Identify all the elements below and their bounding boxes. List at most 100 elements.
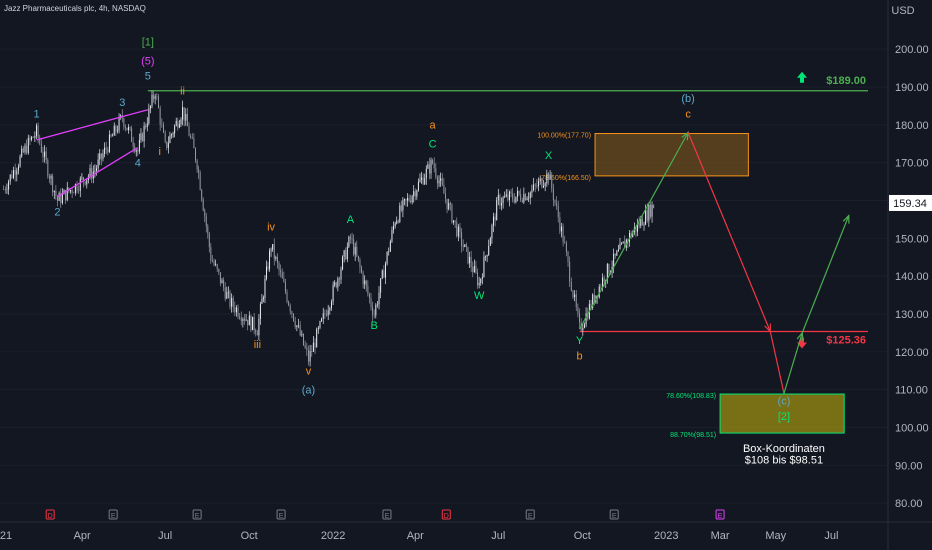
- candle-body: [286, 291, 288, 302]
- candle-body: [332, 285, 334, 302]
- candle-body: [163, 124, 165, 133]
- candle-body: [649, 204, 651, 217]
- lower-target-zone: [719, 393, 845, 434]
- candle-body: [213, 261, 215, 265]
- candle-body: [551, 174, 553, 189]
- x-tick-label: Mar: [711, 530, 730, 542]
- candle-body: [55, 190, 57, 196]
- candle-body: [340, 269, 342, 280]
- candle-body: [645, 210, 647, 225]
- candle-body: [316, 329, 318, 348]
- candle-body: [208, 233, 210, 248]
- candle-body: [81, 177, 83, 179]
- candle-body: [326, 314, 328, 316]
- candle-body: [188, 126, 190, 137]
- candle-body: [397, 220, 399, 222]
- candle-body: [123, 118, 125, 127]
- candle-body: [253, 316, 255, 331]
- candle-body: [229, 291, 231, 307]
- candle-body: [575, 294, 577, 308]
- x-tick-label: Jul: [824, 530, 838, 542]
- candle-body: [185, 113, 187, 121]
- candle-body: [587, 313, 589, 319]
- event-marker-E[interactable]: E: [525, 509, 535, 520]
- candle-body: [467, 246, 469, 264]
- candle-body: [475, 265, 477, 273]
- candle-body: [579, 313, 581, 323]
- candle-body: [433, 163, 435, 169]
- event-marker-E[interactable]: E: [609, 509, 619, 520]
- candle-body: [541, 178, 543, 188]
- wave-label-w3: 3: [119, 97, 125, 109]
- candle-body: [411, 196, 413, 203]
- candle-body: [564, 242, 566, 244]
- candle-body: [359, 259, 361, 268]
- candle-body: [115, 125, 117, 132]
- candles: [3, 90, 655, 367]
- candle-body: [523, 194, 525, 203]
- wave-label-w1: 1: [33, 108, 39, 120]
- candle-body: [178, 124, 180, 128]
- support-label: $125.36: [826, 335, 866, 347]
- candle-body: [624, 241, 626, 248]
- candle-body: [156, 96, 158, 98]
- candle-body: [562, 226, 564, 243]
- event-badge: [276, 509, 286, 520]
- event-marker-E[interactable]: E: [382, 509, 392, 520]
- candle-body: [97, 159, 99, 169]
- candle-body: [577, 307, 579, 314]
- candle-body: [247, 319, 249, 326]
- projection-segment: [769, 331, 785, 394]
- candle-body: [368, 293, 370, 298]
- candle-body: [258, 318, 260, 336]
- candle-body: [42, 152, 44, 157]
- candle-body: [547, 173, 549, 180]
- candle-body: [365, 280, 367, 286]
- candle-body: [32, 136, 34, 138]
- wave-label-c: c: [685, 108, 691, 120]
- event-marker-D[interactable]: D: [441, 509, 451, 520]
- candle-body: [480, 278, 482, 283]
- candle-body: [304, 345, 306, 348]
- candle-body: [108, 134, 110, 153]
- candle-body: [470, 256, 472, 268]
- projection-segment: [579, 132, 689, 330]
- x-tick-label: Jul: [158, 530, 172, 542]
- candle-body: [570, 281, 572, 291]
- candle-body: [255, 330, 257, 334]
- wave-label-Y: Y: [576, 335, 584, 347]
- candle-body: [446, 198, 448, 210]
- candle-body: [4, 189, 6, 190]
- channel-line-upper: [36, 109, 149, 141]
- candle-body: [351, 238, 353, 240]
- candle-body: [510, 191, 512, 194]
- candle-body: [284, 281, 286, 292]
- candle-body: [195, 148, 197, 161]
- candle-body: [524, 194, 526, 200]
- candle-body: [477, 272, 479, 286]
- event-marker-E[interactable]: E: [276, 509, 286, 520]
- candle-body: [485, 256, 487, 258]
- event-marker-E[interactable]: E: [192, 509, 202, 520]
- candle-body: [180, 119, 182, 125]
- candle-body: [603, 277, 605, 283]
- candle-body: [53, 190, 55, 193]
- candle-body: [592, 294, 594, 309]
- candle-body: [207, 226, 209, 234]
- candle-body: [565, 243, 567, 252]
- candle-body: [52, 175, 54, 193]
- candle-body: [215, 264, 217, 265]
- candle-body: [19, 156, 21, 167]
- candle-body: [174, 125, 176, 134]
- event-marker-D[interactable]: D: [45, 509, 55, 520]
- candle-body: [317, 327, 319, 330]
- candle-body: [112, 135, 114, 137]
- candle-body: [224, 287, 226, 299]
- candle-body: [585, 313, 587, 325]
- event-marker-E[interactable]: E: [715, 509, 725, 520]
- event-marker-E[interactable]: E: [108, 509, 118, 520]
- candle-body: [275, 257, 277, 259]
- candle-body: [408, 198, 410, 201]
